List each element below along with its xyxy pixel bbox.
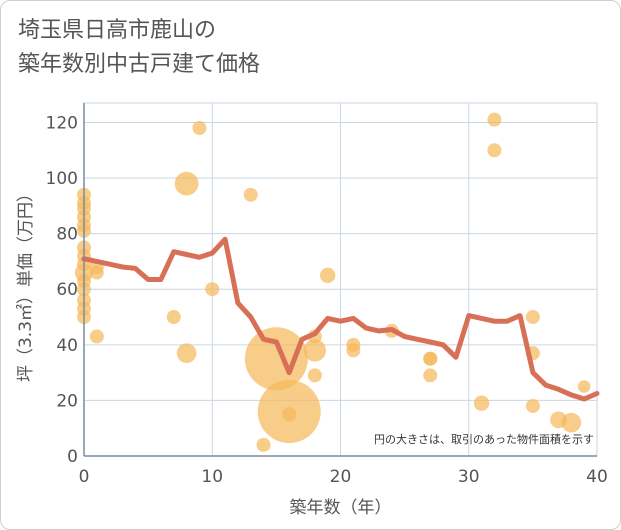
bubble-point	[423, 368, 438, 383]
bubble-point	[176, 343, 197, 363]
y-tick-label: 0	[67, 447, 78, 467]
bubble-point	[282, 407, 297, 422]
y-axis-title: 坪（3.3㎡）単価（万円）	[16, 185, 36, 382]
x-tick-label: 30	[458, 467, 480, 487]
bubble-point	[89, 265, 104, 280]
bubble-point	[473, 395, 490, 411]
x-tick-label: 0	[79, 467, 90, 487]
bubble-point	[303, 339, 327, 362]
bubble-point	[205, 282, 220, 297]
avg-price-line	[81, 236, 600, 402]
y-tick-label: 120	[46, 113, 78, 133]
y-tick-label: 100	[46, 169, 78, 189]
bubble-point	[89, 329, 104, 344]
bubble-point	[487, 112, 502, 127]
bubble-size-note: 円の大きさは、取引のあった物件面積を示す	[374, 432, 594, 446]
x-tick-label: 20	[330, 467, 352, 487]
x-tick-label: 40	[586, 467, 608, 487]
chart-title: 埼玉県日高市鹿山の 築年数別中古戸建て価格	[18, 14, 260, 82]
y-tick-label: 20	[56, 391, 78, 411]
grid	[84, 103, 597, 456]
x-axis-title: 築年数（年）	[290, 498, 392, 518]
y-tick-label: 60	[56, 280, 78, 300]
bubble-point	[319, 267, 336, 284]
bubble-point	[174, 171, 199, 196]
bubble-point	[487, 143, 502, 158]
y-tick-label: 80	[56, 225, 78, 245]
bubble-point	[166, 310, 181, 325]
bubble-point	[423, 351, 438, 366]
axes: 0 10 20 30 40 0 20 40 60 80 100 120	[46, 103, 608, 487]
bubble-point	[307, 368, 322, 383]
bubble-point	[243, 187, 258, 202]
bubble-point	[192, 121, 207, 136]
bubble-point	[525, 310, 540, 325]
y-tick-label: 40	[56, 336, 78, 356]
title-line-2: 築年数別中古戸建て価格	[18, 52, 261, 77]
bubble-point	[244, 327, 308, 391]
bubble-point	[256, 437, 271, 452]
bubble-point	[346, 343, 361, 358]
title-line-1: 埼玉県日高市鹿山の	[18, 18, 217, 43]
x-tick-label: 10	[201, 467, 223, 487]
bubble-point	[577, 380, 591, 393]
bubble-point	[561, 412, 582, 433]
bubble-point	[525, 398, 540, 413]
